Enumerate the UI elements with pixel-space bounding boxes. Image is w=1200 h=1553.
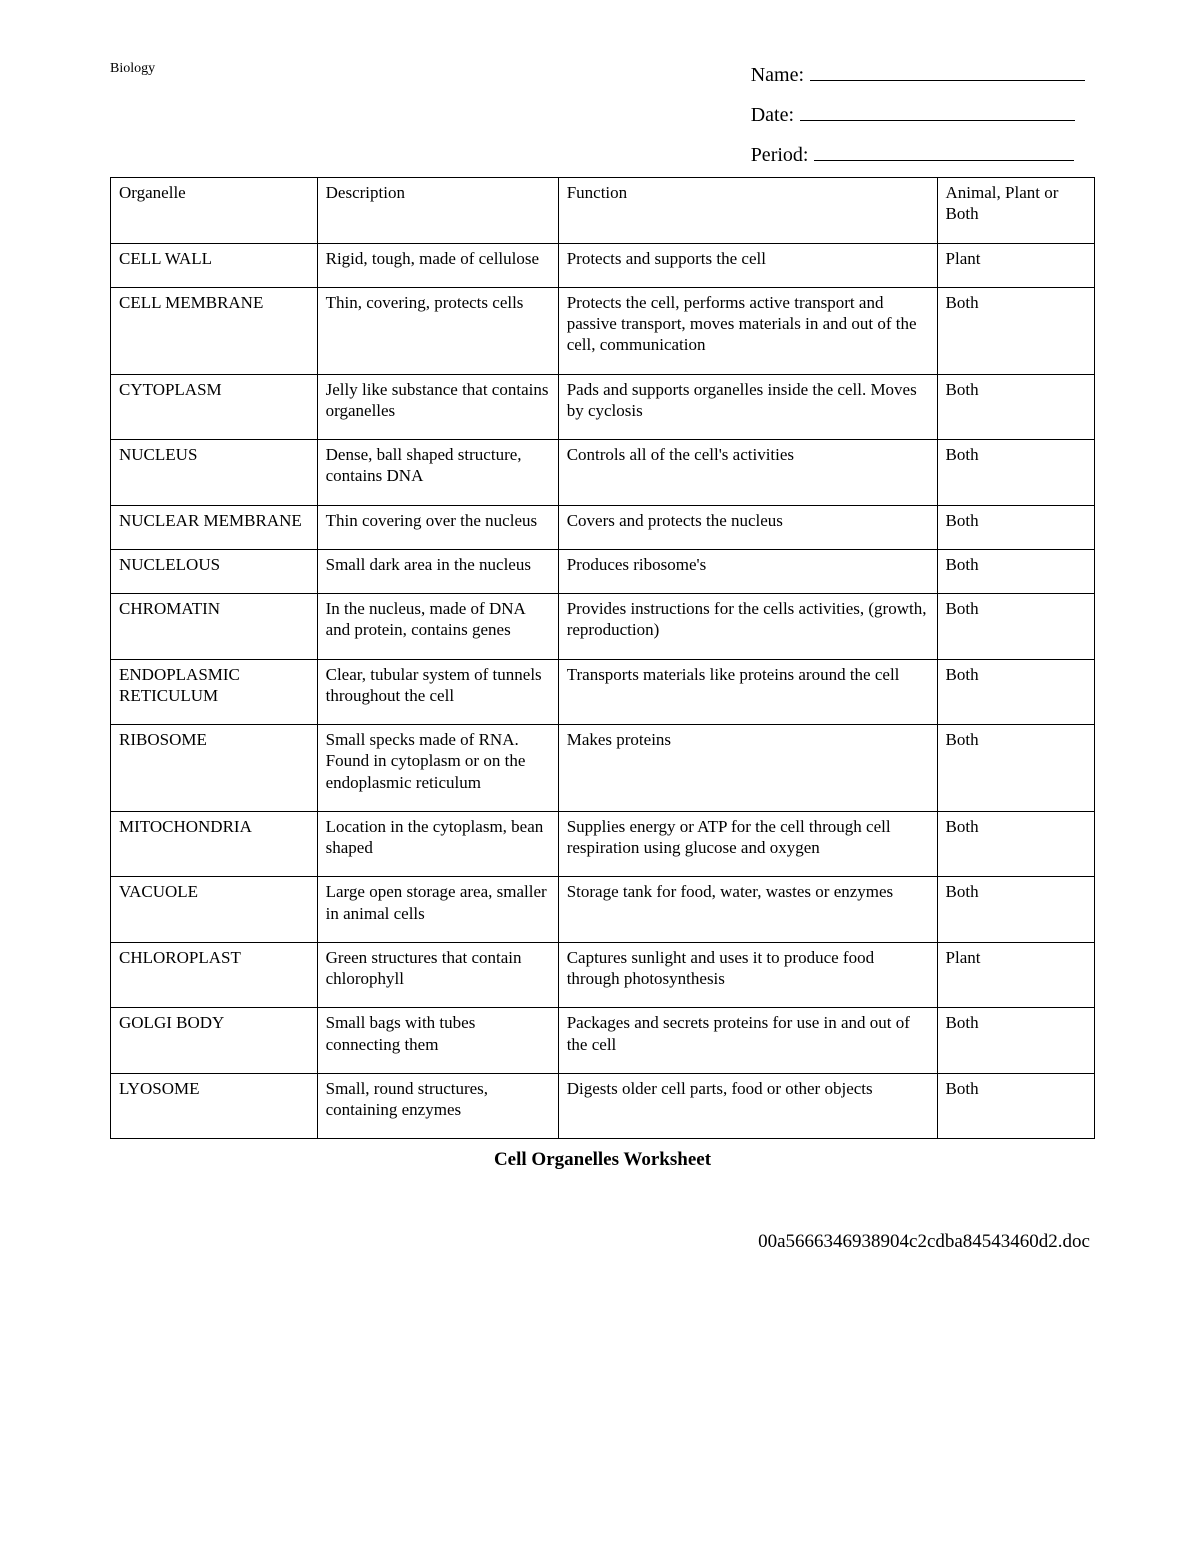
student-info: Name: Date: Period:	[751, 55, 1085, 175]
table-cell: MITOCHONDRIA	[111, 811, 318, 877]
table-cell: Controls all of the cell's activities	[558, 440, 937, 506]
table-cell: Plant	[937, 942, 1094, 1008]
table-cell: Transports materials like proteins aroun…	[558, 659, 937, 725]
table-cell: NUCLEAR MEMBRANE	[111, 505, 318, 549]
subject-label: Biology	[110, 55, 155, 77]
column-header: Animal, Plant or Both	[937, 178, 1094, 244]
table-cell: Dense, ball shaped structure, contains D…	[317, 440, 558, 506]
period-label: Period:	[751, 135, 809, 175]
table-cell: VACUOLE	[111, 877, 318, 943]
table-cell: Both	[937, 549, 1094, 593]
table-cell: CHROMATIN	[111, 594, 318, 660]
table-cell: GOLGI BODY	[111, 1008, 318, 1074]
table-body: OrganelleDescriptionFunctionAnimal, Plan…	[111, 178, 1095, 1139]
table-row: GOLGI BODYSmall bags with tubes connecti…	[111, 1008, 1095, 1074]
table-row: LYOSOMESmall, round structures, containi…	[111, 1073, 1095, 1139]
table-cell: Protects and supports the cell	[558, 243, 937, 287]
table-cell: Rigid, tough, made of cellulose	[317, 243, 558, 287]
table-cell: Clear, tubular system of tunnels through…	[317, 659, 558, 725]
table-cell: Both	[937, 725, 1094, 812]
name-blank[interactable]	[810, 60, 1085, 81]
table-cell: Thin covering over the nucleus	[317, 505, 558, 549]
footer-filename: 00a5666346938904c2cdba84543460d2.doc	[110, 1231, 1095, 1253]
table-cell: NUCLELOUS	[111, 549, 318, 593]
table-cell: Packages and secrets proteins for use in…	[558, 1008, 937, 1074]
table-cell: Large open storage area, smaller in anim…	[317, 877, 558, 943]
table-cell: Produces ribosome's	[558, 549, 937, 593]
table-cell: Green structures that contain chlorophyl…	[317, 942, 558, 1008]
table-cell: Both	[937, 440, 1094, 506]
table-cell: Protects the cell, performs active trans…	[558, 287, 937, 374]
table-cell: Supplies energy or ATP for the cell thro…	[558, 811, 937, 877]
table-header-row: OrganelleDescriptionFunctionAnimal, Plan…	[111, 178, 1095, 244]
header: Biology Name: Date: Period:	[110, 55, 1095, 175]
table-row: NUCLEUSDense, ball shaped structure, con…	[111, 440, 1095, 506]
table-cell: CELL WALL	[111, 243, 318, 287]
table-cell: Both	[937, 374, 1094, 440]
table-cell: Provides instructions for the cells acti…	[558, 594, 937, 660]
worksheet-page: Biology Name: Date: Period: OrganelleDes…	[0, 0, 1200, 1293]
table-row: CELL WALLRigid, tough, made of cellulose…	[111, 243, 1095, 287]
date-label: Date:	[751, 95, 794, 135]
column-header: Function	[558, 178, 937, 244]
table-row: CYTOPLASMJelly like substance that conta…	[111, 374, 1095, 440]
table-cell: Pads and supports organelles inside the …	[558, 374, 937, 440]
table-cell: Digests older cell parts, food or other …	[558, 1073, 937, 1139]
table-cell: Both	[937, 287, 1094, 374]
column-header: Description	[317, 178, 558, 244]
column-header: Organelle	[111, 178, 318, 244]
table-cell: Both	[937, 811, 1094, 877]
table-cell: CYTOPLASM	[111, 374, 318, 440]
table-cell: CHLOROPLAST	[111, 942, 318, 1008]
worksheet-title: Cell Organelles Worksheet	[110, 1149, 1095, 1171]
organelles-table: OrganelleDescriptionFunctionAnimal, Plan…	[110, 177, 1095, 1139]
table-row: NUCLELOUSSmall dark area in the nucleusP…	[111, 549, 1095, 593]
table-cell: Both	[937, 877, 1094, 943]
table-cell: Small specks made of RNA. Found in cytop…	[317, 725, 558, 812]
name-label: Name:	[751, 55, 804, 95]
date-line: Date:	[751, 95, 1085, 135]
table-row: MITOCHONDRIALocation in the cytoplasm, b…	[111, 811, 1095, 877]
name-line: Name:	[751, 55, 1085, 95]
table-cell: NUCLEUS	[111, 440, 318, 506]
table-cell: ENDOPLASMIC RETICULUM	[111, 659, 318, 725]
table-row: VACUOLELarge open storage area, smaller …	[111, 877, 1095, 943]
table-cell: Both	[937, 1008, 1094, 1074]
table-cell: Small, round structures, containing enzy…	[317, 1073, 558, 1139]
table-cell: CELL MEMBRANE	[111, 287, 318, 374]
table-cell: Both	[937, 1073, 1094, 1139]
table-cell: Both	[937, 594, 1094, 660]
table-cell: Covers and protects the nucleus	[558, 505, 937, 549]
table-cell: Both	[937, 659, 1094, 725]
table-row: CHROMATINIn the nucleus, made of DNA and…	[111, 594, 1095, 660]
date-blank[interactable]	[800, 100, 1075, 121]
table-cell: Small bags with tubes connecting them	[317, 1008, 558, 1074]
table-row: CHLOROPLASTGreen structures that contain…	[111, 942, 1095, 1008]
table-row: NUCLEAR MEMBRANEThin covering over the n…	[111, 505, 1095, 549]
table-cell: RIBOSOME	[111, 725, 318, 812]
table-cell: Small dark area in the nucleus	[317, 549, 558, 593]
table-row: RIBOSOMESmall specks made of RNA. Found …	[111, 725, 1095, 812]
table-cell: Location in the cytoplasm, bean shaped	[317, 811, 558, 877]
table-row: ENDOPLASMIC RETICULUMClear, tubular syst…	[111, 659, 1095, 725]
table-cell: Thin, covering, protects cells	[317, 287, 558, 374]
table-cell: Makes proteins	[558, 725, 937, 812]
table-cell: Captures sunlight and uses it to produce…	[558, 942, 937, 1008]
table-cell: Storage tank for food, water, wastes or …	[558, 877, 937, 943]
table-row: CELL MEMBRANEThin, covering, protects ce…	[111, 287, 1095, 374]
table-cell: LYOSOME	[111, 1073, 318, 1139]
table-cell: Jelly like substance that contains organ…	[317, 374, 558, 440]
table-cell: Plant	[937, 243, 1094, 287]
period-line: Period:	[751, 135, 1085, 175]
table-cell: Both	[937, 505, 1094, 549]
table-cell: In the nucleus, made of DNA and protein,…	[317, 594, 558, 660]
period-blank[interactable]	[814, 140, 1074, 161]
